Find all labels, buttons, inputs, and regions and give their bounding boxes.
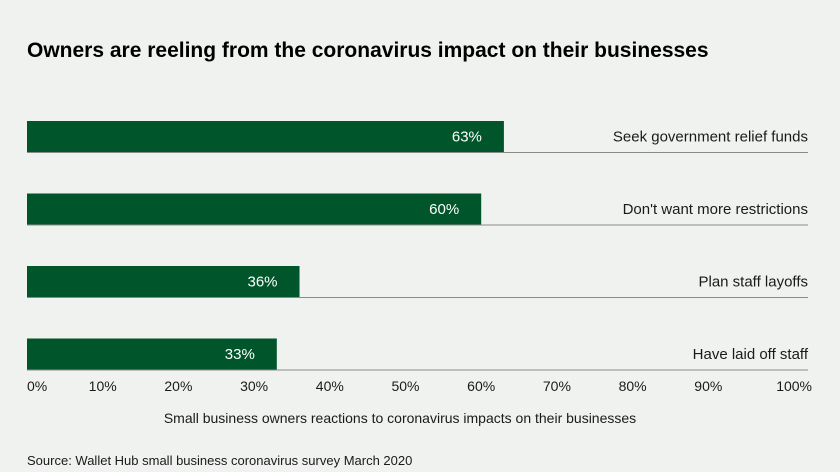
x-tick-label: 40% <box>316 378 344 394</box>
category-label: Don't want more restrictions <box>623 201 808 218</box>
x-tick-label: 80% <box>619 378 647 394</box>
bar-value-label: 36% <box>247 274 277 291</box>
x-axis-ticks: 0% 10% 20% 30% 40% 50% 60% 70% 80% 90% 100% <box>27 378 812 394</box>
x-tick-label: 20% <box>164 378 192 394</box>
bar <box>27 193 482 225</box>
x-tick-label: 90% <box>694 378 722 394</box>
bar-value-label: 63% <box>452 129 482 146</box>
x-tick-label: 100% <box>776 378 812 394</box>
x-tick-label: 30% <box>240 378 268 394</box>
bar-value-label: 33% <box>225 346 255 363</box>
x-tick-label: 10% <box>89 378 117 394</box>
category-label: Have laid off staff <box>693 346 809 363</box>
bar <box>27 338 277 370</box>
chart-title: Owners are reeling from the coronavirus … <box>27 39 709 62</box>
bars-group: 63% Seek government relief funds 60% Don't … <box>27 121 809 371</box>
bar <box>27 121 504 152</box>
x-axis-label: Small business owners reactions to coron… <box>164 410 636 426</box>
x-tick-label: 0% <box>27 378 47 394</box>
bar <box>27 266 300 297</box>
x-tick-label: 70% <box>543 378 571 394</box>
category-label: Plan staff layoffs <box>698 274 808 291</box>
x-tick-label: 60% <box>467 378 495 394</box>
source-note: Source: Wallet Hub small business corona… <box>27 453 412 468</box>
category-label: Seek government relief funds <box>613 129 808 146</box>
bar-value-label: 60% <box>429 201 459 218</box>
x-tick-label: 50% <box>391 378 419 394</box>
